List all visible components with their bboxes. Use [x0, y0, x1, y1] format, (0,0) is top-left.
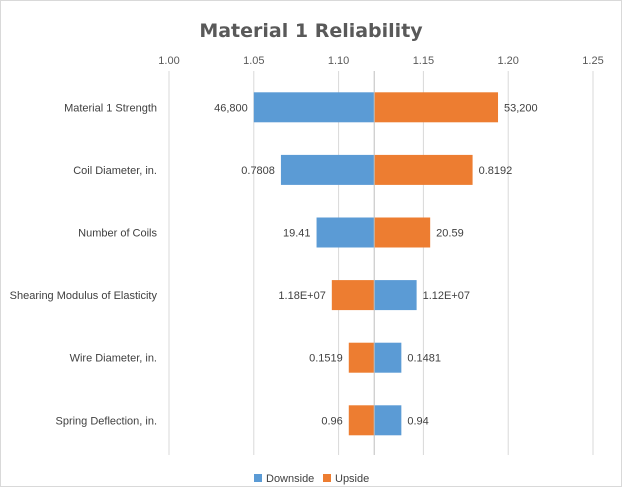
bar-downside	[253, 92, 375, 123]
legend-swatch	[254, 474, 262, 482]
data-label: 0.1481	[407, 353, 441, 365]
data-label: 53,200	[504, 102, 538, 114]
bar-downside	[374, 405, 402, 436]
category-label: Wire Diameter, in.	[70, 353, 157, 365]
category-label: Shearing Modulus of Elasticity	[10, 290, 158, 302]
data-label: 1.18E+07	[278, 290, 325, 302]
legend-item-downside[interactable]: Downside	[254, 473, 314, 485]
category-labels: Material 1 Strength Coil Diameter, in. Num…	[10, 102, 158, 427]
data-label: 20.59	[436, 228, 464, 240]
data-label: 0.94	[407, 415, 428, 427]
data-label: 0.8192	[479, 165, 513, 177]
data-label: 0.96	[321, 415, 342, 427]
legend-label: Downside	[266, 473, 314, 485]
data-label: 0.1519	[309, 353, 343, 365]
x-tick-label: 1.00	[158, 55, 179, 67]
legend-label: Upside	[335, 473, 369, 485]
category-label: Spring Deflection, in.	[56, 415, 158, 427]
data-labels: 46,800 0.7808 19.41 1.12E+07 0.1481 0.94 53,20…	[214, 102, 538, 427]
category-label: Coil Diameter, in.	[73, 165, 157, 177]
bar-upside	[374, 154, 473, 185]
bar-downside	[280, 154, 375, 185]
legend-item-upside[interactable]: Upside	[323, 473, 369, 485]
data-label: 46,800	[214, 102, 248, 114]
x-tick-label: 1.20	[497, 55, 518, 67]
bar-upside	[374, 92, 499, 123]
gridlines	[168, 71, 594, 455]
category-label: Material 1 Strength	[64, 102, 157, 114]
x-axis-ticks: 1.00 1.05 1.10 1.15 1.20 1.25	[158, 55, 603, 67]
chart-title: Material 1 Reliability	[199, 20, 423, 42]
x-tick-label: 1.10	[328, 55, 349, 67]
data-label: 0.7808	[241, 165, 275, 177]
data-label: 19.41	[283, 228, 311, 240]
legend[interactable]: Downside Upside	[254, 473, 369, 485]
bar-upside	[374, 217, 431, 248]
bars	[253, 92, 499, 436]
x-tick-label: 1.15	[413, 55, 434, 67]
legend-swatch	[323, 474, 331, 482]
x-tick-label: 1.25	[582, 55, 603, 67]
bar-upside	[331, 280, 375, 311]
bar-upside	[348, 342, 375, 373]
bar-downside	[374, 342, 402, 373]
x-tick-label: 1.05	[243, 55, 264, 67]
bar-downside	[374, 280, 417, 311]
data-label: 1.12E+07	[423, 290, 470, 302]
bar-upside	[348, 405, 375, 436]
category-label: Number of Coils	[78, 228, 157, 240]
bar-downside	[316, 217, 375, 248]
